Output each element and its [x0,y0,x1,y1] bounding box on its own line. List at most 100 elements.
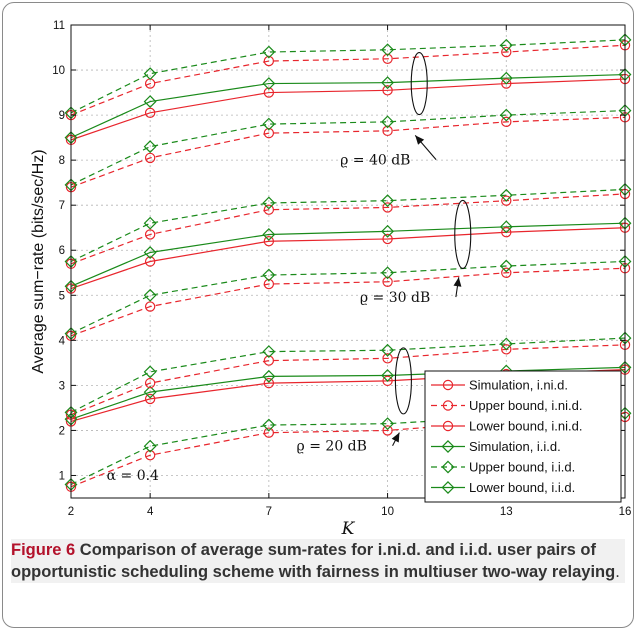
legend-marker-0 [442,379,454,391]
data-point-1-sim-ind [263,236,275,247]
group-arrowhead-1 [453,277,462,287]
series-line-1-lb-ind [70,267,626,337]
plot-frame [70,24,626,499]
data-point-1-lb-iid [499,259,513,273]
data-point-1-sim-ind [382,233,393,245]
data-point-0-lb-ind [144,152,156,164]
data-point-0-ub-iid [381,43,395,57]
group-label-1: ϱ = 30 dB [360,290,430,306]
axes: 1 2 3 4 5 6 7 8 9 10 11 2 4 7 10 13 16 K Average sum−rate … [30,20,631,539]
y-tick-label: 4 [59,335,66,347]
group-label-2: ϱ = 20 dB [297,439,367,455]
series-line-0-ub-iid [70,39,626,114]
alpha-annotation: α = 0.4 [107,468,159,484]
series-lines [70,39,626,488]
data-point-0-lb-iid [143,140,157,154]
data-point-0-sim-ind [382,85,393,96]
data-point-0-ub-iid [143,67,157,81]
series-line-0-lb-iid [70,109,626,186]
caption-end: . [615,563,620,581]
data-point-1-sim-iid [381,224,395,238]
data-point-0-ub-ind [263,55,275,67]
data-point-0-sim-iid [143,95,157,109]
series-line-2-sim-iid [70,366,626,420]
data-point-2-sim-iid [143,385,157,399]
group-arrowhead-0 [415,135,425,145]
data-point-2-ub-iid [499,337,513,351]
data-point-0-ub-ind [501,46,512,58]
series-line-0-sim-iid [70,73,626,139]
data-point-0-sim-ind [263,87,275,98]
caption-lead: Figure 6 [11,541,76,559]
data-point-2-sim-ind [144,393,156,405]
data-point-2-sim-ind [382,375,393,387]
legend-label-3: Simulation, i.i.d. [469,439,561,454]
series-line-1-ub-iid [70,188,626,263]
legend-label-2: Lower bound, i.ni.d. [469,419,582,434]
data-point-2-lb-iid [381,417,395,431]
data-point-1-ub-ind [263,204,275,215]
data-point-0-ub-ind [382,53,393,64]
data-point-1-ub-iid [381,194,395,208]
data-point-1-lb-iid [262,268,276,282]
legend-marker-2 [442,420,454,432]
data-point-1-lb-iid [381,266,395,280]
y-tick-label: 10 [52,65,65,77]
annotations: ϱ = 40 dB ϱ = 30 dB ϱ = 20 dB α = 0.4 [107,52,472,484]
legend: Simulation, i.ni.d. Upper bound, i.ni.d. L… [424,370,622,503]
caption-text: Comparison of average sum-rates for i.ni… [11,541,616,581]
legend-label-5: Lower bound, i.i.d. [469,480,575,495]
y-tick-label: 11 [53,20,65,32]
data-point-2-ub-ind [263,355,275,366]
data-point-0-sim-ind [144,107,156,119]
y-tick-label: 2 [59,425,65,437]
series-line-0-sim-ind [70,78,626,141]
data-point-0-sim-iid [262,77,276,91]
series-line-2-ub-ind [70,344,626,416]
data-point-1-ub-ind [144,229,156,240]
data-point-0-ub-iid [262,45,276,59]
group-ellipse-0 [410,52,428,116]
legend-label-1: Upper bound, i.ni.d. [469,398,582,413]
group-ellipse-1 [454,199,472,270]
data-point-1-lb-ind [382,276,393,287]
data-point-2-sim-iid [381,369,395,382]
series-line-1-sim-iid [70,222,626,287]
figure-caption: Figure 6 Comparison of average sum-rates… [11,539,625,583]
series-line-1-ub-ind [70,193,626,265]
data-point-1-sim-ind [501,227,512,238]
data-point-2-lb-ind [263,427,275,438]
data-point-0-sim-iid [499,71,513,85]
series-line-1-lb-iid [70,260,626,335]
data-point-0-lb-ind [501,116,512,128]
legend-marker-3 [441,440,455,453]
data-point-1-sim-ind [144,256,156,267]
data-point-0-sim-ind [501,78,512,89]
data-point-2-ub-iid [381,343,395,357]
data-point-2-ub-iid [143,365,157,379]
x-tick-label: 7 [266,506,272,518]
series-line-2-ub-iid [70,337,626,413]
data-point-2-lb-ind [382,425,393,436]
data-point-1-ub-ind [382,202,393,213]
y-axis-label: Average sum−rate (bits/sec/Hz) [30,149,47,373]
data-point-0-lb-ind [263,127,275,139]
group-label-0: ϱ = 40 dB [340,153,410,169]
x-tick-label: 16 [619,506,632,518]
data-point-2-lb-iid [143,439,157,453]
data-point-0-ub-iid [499,38,513,52]
data-point-2-sim-ind [263,377,275,389]
y-tick-label: 3 [59,380,65,392]
data-point-1-sim-iid [499,220,513,234]
data-point-2-lb-ind [144,450,156,461]
y-tick-label: 7 [59,200,65,212]
data-point-1-lb-ind [263,278,275,290]
x-tick-label: 4 [147,506,154,518]
y-tick-label: 9 [59,110,65,122]
data-point-2-ub-ind [144,377,156,389]
legend-label-4: Upper bound, i.i.d. [469,460,575,475]
sum-rate-chart: ϱ = 40 dB ϱ = 30 dB ϱ = 20 dB α = 0.4 1 2 3 4 5… [30,20,632,539]
data-point-1-ub-iid [262,196,276,210]
data-point-1-sim-iid [143,246,157,259]
